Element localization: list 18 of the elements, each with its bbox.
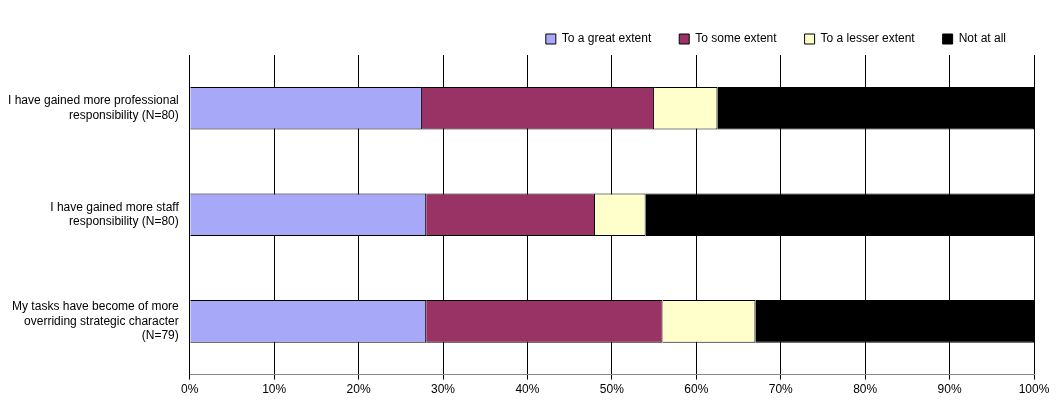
x-tick-label: 30% xyxy=(431,382,456,397)
x-tick-label: 50% xyxy=(599,382,625,397)
x-tick-label: 0% xyxy=(181,382,199,397)
x-tick-label: 60% xyxy=(684,382,709,397)
x-tick-label: 80% xyxy=(853,382,878,397)
legend-label: To some extent xyxy=(695,31,778,46)
legend-label: Not at all xyxy=(958,31,1006,46)
y-tick-label: My tasks have become of more overriding strategic character (N=79) xyxy=(12,299,180,343)
x-tick-label: 100% xyxy=(1018,382,1050,397)
legend-label: To a great extent xyxy=(561,31,652,46)
x-tick-label: 40% xyxy=(515,382,540,397)
y-tick-label: I have gained more staff responsibility (N=80) xyxy=(50,199,180,229)
y-tick-label: I have gained more professional responsibility (N=80) xyxy=(7,93,179,122)
x-tick-label: 70% xyxy=(768,382,794,397)
x-tick-label: 20% xyxy=(346,382,371,397)
x-tick-label: 90% xyxy=(937,382,962,397)
x-tick-label: 10% xyxy=(262,382,287,397)
legend-label: To a lesser extent xyxy=(820,31,916,46)
